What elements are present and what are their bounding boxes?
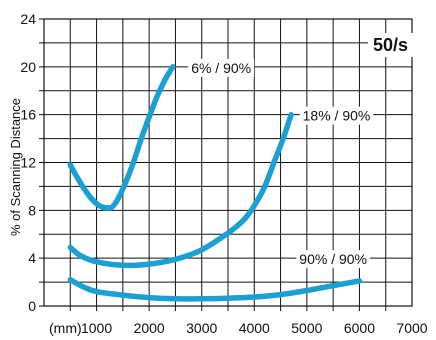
rate-label: 50/s xyxy=(373,35,408,55)
x-tick-label: 6000 xyxy=(344,320,375,336)
curves xyxy=(67,64,363,302)
y-tick-label: 12 xyxy=(20,155,36,171)
tick-labels: 0 4 8 12 16 20 24 1000 2000 3000 4000 5000 6000 7000 xyxy=(20,11,427,336)
series-label-background xyxy=(296,250,371,269)
labels: 6% / 90% 18% / 90% 90% / 90% xyxy=(191,60,370,267)
y-tick-label: 20 xyxy=(20,59,36,75)
series-line xyxy=(67,111,294,269)
x-tick-label: 3000 xyxy=(186,320,217,336)
series-label: 90% / 90% xyxy=(299,251,367,267)
y-tick-label: 8 xyxy=(28,202,36,218)
series-line xyxy=(67,276,363,302)
curve-label-backgrounds xyxy=(188,33,413,269)
plot-frame xyxy=(43,18,413,307)
x-tick-label: 5000 xyxy=(291,320,322,336)
x-tick-label: 1000 xyxy=(81,320,112,336)
series-label-background xyxy=(188,58,255,77)
x-unit-label: (mm) xyxy=(49,320,82,336)
y-axis-title: % of Scanning Distance xyxy=(8,98,23,236)
series-line xyxy=(67,64,176,211)
y-tick-label: 0 xyxy=(28,298,36,314)
series-label: 18% / 90% xyxy=(303,108,371,124)
x-tick-label: 4000 xyxy=(239,320,270,336)
x-tick-label: 7000 xyxy=(396,320,427,336)
y-tick-label: 4 xyxy=(28,250,36,266)
series-label: 6% / 90% xyxy=(191,60,251,76)
x-tick-label: 2000 xyxy=(134,320,165,336)
y-tick-label: 24 xyxy=(20,11,36,27)
y-tick-label: 16 xyxy=(20,107,36,123)
series-label-background xyxy=(299,106,374,125)
rate-label-background xyxy=(367,33,413,57)
